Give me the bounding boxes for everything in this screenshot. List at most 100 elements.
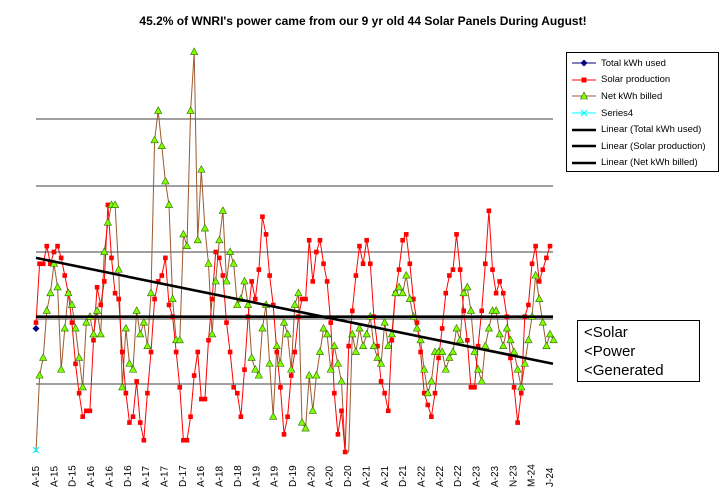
x-tick-label: D-19: [288, 465, 299, 487]
net-kwh-billed-point: [394, 282, 404, 291]
net-kwh-billed-point: [538, 317, 547, 326]
solar-production-point: [518, 390, 524, 396]
solar-production-point: [335, 432, 341, 437]
legend-label: Total kWh used: [601, 57, 666, 69]
net-kwh-billed-point: [57, 365, 66, 373]
x-tick-label: D-16: [123, 465, 134, 487]
net-kwh-billed-point: [333, 359, 343, 367]
net-kwh-billed-point: [82, 317, 91, 326]
solar-production-point: [407, 261, 413, 267]
solar-production-point: [292, 349, 298, 355]
solar-production-point: [159, 273, 165, 278]
x-tick-label: A-23: [490, 465, 501, 487]
net-kwh-billed-point: [376, 359, 386, 367]
net-kwh-billed-point: [208, 329, 217, 338]
net-kwh-billed-point: [398, 288, 407, 297]
note-line-3: <Generated: [584, 362, 664, 379]
solar-production-point: [490, 267, 495, 272]
x-tick-label: A-19: [251, 465, 262, 487]
solar-production-point: [105, 202, 111, 208]
net-kwh-billed-point: [491, 306, 501, 314]
net-kwh-billed-point: [495, 329, 504, 338]
solar-production-point: [382, 390, 387, 396]
net-kwh-billed-point: [179, 229, 188, 238]
legend-marker: [580, 59, 588, 67]
solar-production-point: [536, 279, 542, 284]
net-kwh-billed-point: [222, 276, 231, 285]
legend-symbol: [572, 91, 596, 100]
solar-production-point: [321, 261, 326, 267]
net-kwh-billed-point: [459, 288, 468, 297]
net-kwh-billed-point: [484, 323, 494, 332]
legend-item: Linear (Net kWh billed): [571, 155, 718, 172]
x-tick-label: A-22: [417, 465, 428, 487]
net-kwh-billed-point: [319, 323, 328, 332]
net-kwh-billed-point: [53, 282, 62, 291]
solar-production-point: [421, 390, 427, 396]
net-kwh-billed-point: [175, 335, 184, 344]
solar-production-point: [217, 255, 222, 261]
solar-production-point: [479, 308, 485, 314]
solar-production-point: [184, 437, 190, 443]
net-kwh-billed-point: [143, 341, 152, 350]
net-kwh-billed-point: [520, 359, 529, 367]
legend-label: Solar production: [601, 74, 671, 86]
solar-production-point: [414, 320, 420, 325]
net-kwh-billed-point: [265, 359, 274, 367]
legend-symbol: [572, 145, 596, 148]
net-kwh-billed-point: [513, 365, 522, 373]
net-kwh-billed-point: [305, 370, 314, 379]
solar-production-point: [152, 296, 157, 302]
net-kwh-billed-point: [39, 353, 48, 361]
solar-production-point: [55, 243, 60, 249]
net-kwh-billed-point: [412, 323, 422, 332]
solar-production-point: [91, 337, 96, 343]
solar-production-point: [454, 232, 459, 237]
legend-symbol: [572, 161, 596, 165]
solar-production-point: [375, 343, 380, 349]
solar-production-point: [497, 279, 502, 284]
solar-production-point: [306, 237, 312, 243]
net-kwh-billed-point: [297, 417, 307, 426]
net-kwh-billed-point: [416, 335, 425, 344]
net-kwh-billed-point: [197, 165, 206, 173]
note-line-2: <Power: [584, 343, 636, 360]
net-kwh-billed-point: [240, 276, 249, 285]
solar-production-point: [389, 337, 395, 343]
net-kwh-billed-point: [146, 288, 156, 297]
net-kwh-billed-point: [470, 347, 479, 355]
solar-production-point: [224, 320, 229, 325]
net-kwh-billed-point: [502, 323, 511, 332]
solar-production-point: [166, 302, 172, 308]
x-tick-label: J-24: [545, 467, 556, 487]
net-kwh-billed-point: [125, 359, 134, 367]
solar-production-point: [486, 208, 492, 214]
solar-production-point: [400, 237, 405, 243]
solar-production-point: [515, 420, 520, 425]
net-kwh-billed-point: [387, 329, 396, 338]
net-kwh-billed-point: [315, 347, 325, 355]
net-kwh-billed-point: [182, 241, 192, 250]
solar-production-point: [429, 414, 434, 420]
solar-production-point: [324, 279, 330, 284]
net-kwh-billed-point: [456, 335, 465, 344]
legend-item: Linear (Total kWh used): [571, 121, 718, 138]
x-tick-label: A-21: [380, 465, 391, 487]
solar-production-point: [457, 267, 463, 272]
x-tick-label: A-20: [325, 465, 336, 487]
solar-production-point: [109, 255, 114, 261]
legend-symbol: [572, 59, 596, 67]
solar-production-point: [163, 255, 168, 261]
net-kwh-billed-point: [517, 382, 526, 391]
legend-symbol: [572, 128, 596, 131]
total-kwh-used-point: [32, 324, 40, 332]
trendlines: [35, 256, 554, 366]
x-tick-label: D-20: [343, 465, 354, 487]
net-kwh-billed-point: [509, 347, 519, 355]
solar-production-point: [447, 273, 452, 278]
chart-title: 45.2% of WNRI's power came from our 9 yr…: [139, 14, 587, 28]
net-kwh-billed-point: [427, 376, 436, 385]
net-kwh-billed-point: [355, 323, 364, 332]
solar-production-point: [332, 390, 337, 396]
solar-production-point: [493, 290, 499, 296]
